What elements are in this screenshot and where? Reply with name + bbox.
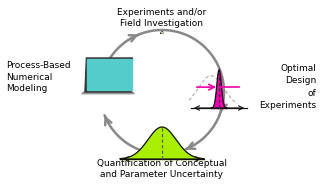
Text: Process-Based
Numerical
Modeling: Process-Based Numerical Modeling [6,61,71,93]
Polygon shape [161,32,163,33]
Polygon shape [85,58,132,92]
Polygon shape [82,92,134,94]
Text: Quantification of Conceptual
and Parameter Uncertainty: Quantification of Conceptual and Paramet… [97,159,227,179]
Text: Optimal
Design
of
Experiments: Optimal Design of Experiments [259,64,316,110]
Text: Experiments and/or
Field Investigation: Experiments and/or Field Investigation [117,8,207,28]
Polygon shape [87,59,132,91]
